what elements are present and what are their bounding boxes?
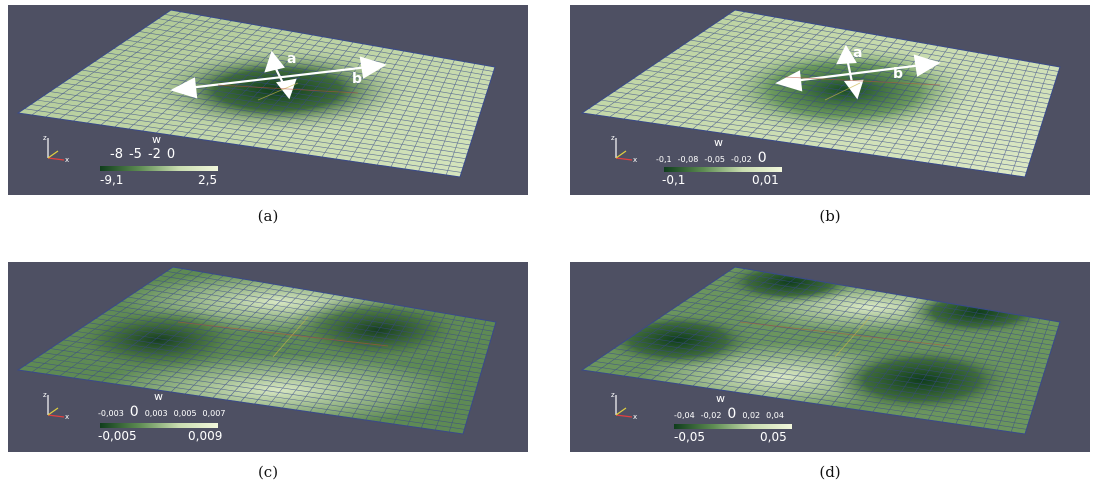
plate-a: a b <box>16 9 496 178</box>
legend-min: -0,005 <box>98 429 137 443</box>
svg-text:x: x <box>65 413 69 421</box>
legend-max: 0,009 <box>188 429 223 443</box>
plate-d <box>580 266 1061 435</box>
panel-b: a b z x w -0,1 -0,08 -0,05 -0,02 0 -0,1 0,01 <box>570 5 1090 195</box>
legend-max: 0,05 <box>760 430 787 444</box>
svg-text:z: z <box>611 134 615 142</box>
plate-c <box>16 266 497 435</box>
legend-colorbar <box>674 424 792 429</box>
legend-ticks: -0,04 -0,02 0 0,02 0,04 <box>674 406 784 422</box>
legend-ticks: -0,003 0 0,003 0,005 0,007 <box>98 404 226 420</box>
caption-a: (a) <box>257 207 279 225</box>
legend-min: -0,1 <box>662 173 686 187</box>
panel-d: z x w -0,04 -0,02 0 0,02 0,04 -0,05 0,05 <box>570 262 1090 452</box>
legend-ticks: -0,1 -0,08 -0,05 -0,02 0 <box>656 150 767 166</box>
svg-text:x: x <box>65 156 69 164</box>
legend-min: -9,1 <box>100 173 124 187</box>
legend-colorbar <box>100 166 218 171</box>
legend-max: 0,01 <box>752 173 779 187</box>
panel-a: a b z x w -8 -5 -2 0 -9,1 2,5 <box>8 5 528 195</box>
orientation-axes: z x <box>43 134 69 164</box>
caption-c: (c) <box>257 463 279 481</box>
orientation-axes: z x <box>43 391 69 421</box>
orientation-axes: z x <box>611 134 637 164</box>
legend-title: w <box>714 136 723 149</box>
legend-colorbar <box>100 423 218 428</box>
panel-c: z x w -0,003 0 0,003 0,005 0,007 -0,005 0,00… <box>8 262 528 452</box>
legend-ticks: -8 -5 -2 0 <box>110 147 176 162</box>
orientation-axes: z x <box>611 391 637 421</box>
dimension-arrows <box>170 50 387 100</box>
legend-title: w <box>716 392 725 405</box>
legend-colorbar <box>664 167 782 172</box>
svg-text:x: x <box>633 156 637 164</box>
svg-text:z: z <box>611 391 615 399</box>
label-b: b <box>893 66 903 82</box>
svg-text:z: z <box>43 134 47 142</box>
label-a: a <box>853 45 862 61</box>
legend-max: 2,5 <box>198 173 218 187</box>
caption-d: (d) <box>819 463 841 481</box>
legend-min: -0,05 <box>674 430 706 444</box>
label-b: b <box>352 71 362 87</box>
plate-b: a b <box>580 9 1061 178</box>
label-a: a <box>287 51 296 67</box>
svg-text:x: x <box>633 413 637 421</box>
svg-text:z: z <box>43 391 47 399</box>
legend-title: w <box>152 133 161 146</box>
caption-b: (b) <box>819 207 841 225</box>
legend-title: w <box>154 390 163 403</box>
